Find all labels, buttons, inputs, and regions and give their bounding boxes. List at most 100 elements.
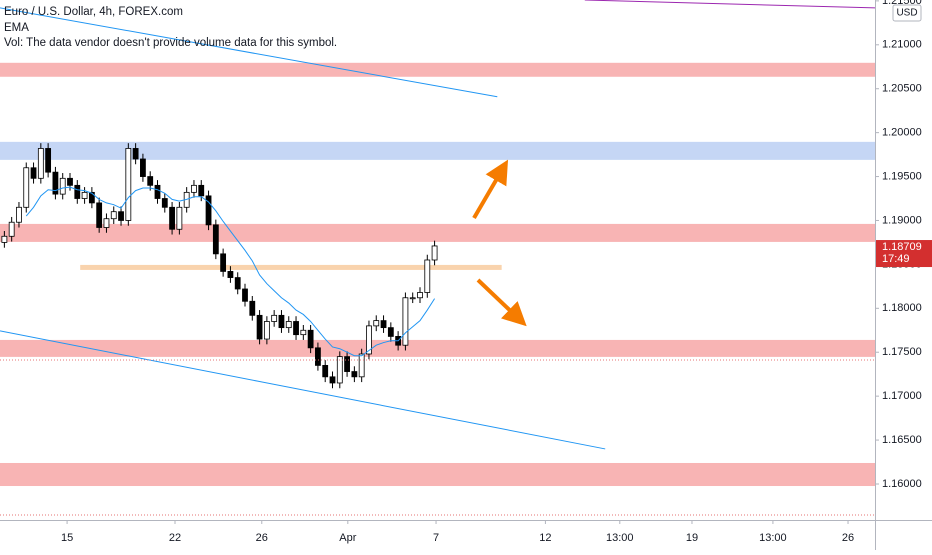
candle-body (358, 353, 365, 378)
arrow-up (472, 159, 509, 220)
trendline (584, 0, 875, 9)
candle-body (234, 277, 241, 290)
zone (0, 62, 875, 77)
x-tick-label: Apr (339, 532, 356, 544)
candle-body (16, 206, 22, 223)
candle-body (67, 177, 73, 186)
zone (0, 339, 875, 357)
trendline (0, 7, 498, 98)
candle-body (402, 297, 409, 346)
candle-body (256, 314, 263, 340)
y-tick-label: 1.21000 (882, 39, 922, 51)
y-tick-label: 1.20500 (882, 83, 922, 95)
candle-body (198, 184, 205, 197)
candle-body (37, 148, 44, 179)
x-tick-label: 13:00 (759, 532, 787, 544)
y-tick-label: 1.16500 (882, 434, 922, 446)
x-tick-label: 26 (256, 532, 268, 544)
candle-body (96, 202, 103, 228)
candle-body (300, 329, 307, 336)
candle-body (409, 297, 416, 300)
candle-body (30, 167, 37, 179)
candle-body (169, 206, 175, 230)
level-line (80, 264, 502, 270)
y-tick-label: 1.19000 (882, 214, 922, 226)
candle-body (23, 167, 30, 208)
candle-body (81, 191, 88, 199)
candle-body (154, 184, 161, 199)
candle-body (74, 184, 81, 199)
candle-body (45, 148, 52, 173)
candle-body (278, 314, 285, 329)
candle-body (176, 206, 183, 230)
candle-body (132, 148, 139, 160)
last-price: 1.18709 (882, 241, 922, 253)
candle-body (387, 327, 394, 337)
y-tick-label: 1.19500 (882, 170, 922, 182)
candle-body (52, 171, 59, 195)
currency-box (892, 4, 922, 22)
countdown: 17:49 (882, 253, 910, 265)
x-tick-label: 7 (433, 532, 439, 544)
candle-body (285, 321, 292, 329)
candle-body (59, 177, 66, 195)
candle-body (110, 211, 117, 220)
candle-body (227, 271, 234, 278)
x-tick-label: 22 (169, 532, 181, 544)
candle-body (344, 356, 350, 372)
candle-body (140, 158, 146, 177)
candle-body (373, 320, 380, 327)
candle-body (147, 176, 154, 186)
candle-body (1, 235, 8, 243)
candle-body (336, 356, 343, 384)
candle-body (118, 211, 124, 221)
candle-body (366, 325, 372, 355)
candle-body (249, 300, 256, 316)
y-tick-label: 1.16000 (882, 478, 922, 490)
candle-body (242, 288, 248, 302)
candle-body (88, 191, 95, 204)
candle-body (271, 314, 278, 322)
y-tick-label: 1.17000 (882, 390, 922, 402)
y-tick-label: 1.18000 (882, 302, 922, 314)
x-tick-label: 26 (842, 532, 854, 544)
ema-line (25, 186, 436, 357)
y-tick-label: 1.17500 (882, 346, 922, 358)
x-tick-label: 19 (686, 532, 698, 544)
candle-body (161, 198, 168, 208)
candle-body (315, 347, 321, 366)
candle-body (205, 195, 212, 226)
candle-body (293, 321, 299, 336)
plot-area (0, 0, 875, 487)
volume-note: Vol: The data vendor doesn't provide vol… (4, 37, 337, 49)
candle-body (329, 376, 336, 384)
candle-body (263, 321, 270, 340)
x-tick-label: 15 (61, 532, 73, 544)
candle-body (351, 371, 358, 378)
last-price-box (876, 240, 932, 268)
currency: USD (896, 8, 917, 19)
candle-body (220, 253, 227, 272)
candle-body (424, 259, 431, 293)
y-tick-label: 1.20000 (882, 127, 922, 139)
arrow-down (476, 278, 527, 327)
candle-body (307, 329, 314, 349)
candle-body (125, 148, 132, 221)
x-tick-label: 12 (539, 532, 551, 544)
candle-body (212, 224, 219, 255)
candle-body (8, 221, 15, 237)
candle-body (103, 218, 110, 228)
indicator-label: EMA (4, 22, 29, 34)
trendline (0, 330, 606, 450)
candle-body (431, 245, 438, 261)
candle-body (322, 365, 329, 378)
symbol-title: Euro / U.S. Dollar, 4h, FOREX.com (4, 6, 183, 18)
candle-body (380, 320, 387, 329)
candle-body (417, 292, 423, 299)
zone (0, 141, 875, 160)
zone (0, 462, 875, 487)
candle-body (191, 184, 197, 193)
x-tick-label: 13:00 (606, 532, 634, 544)
